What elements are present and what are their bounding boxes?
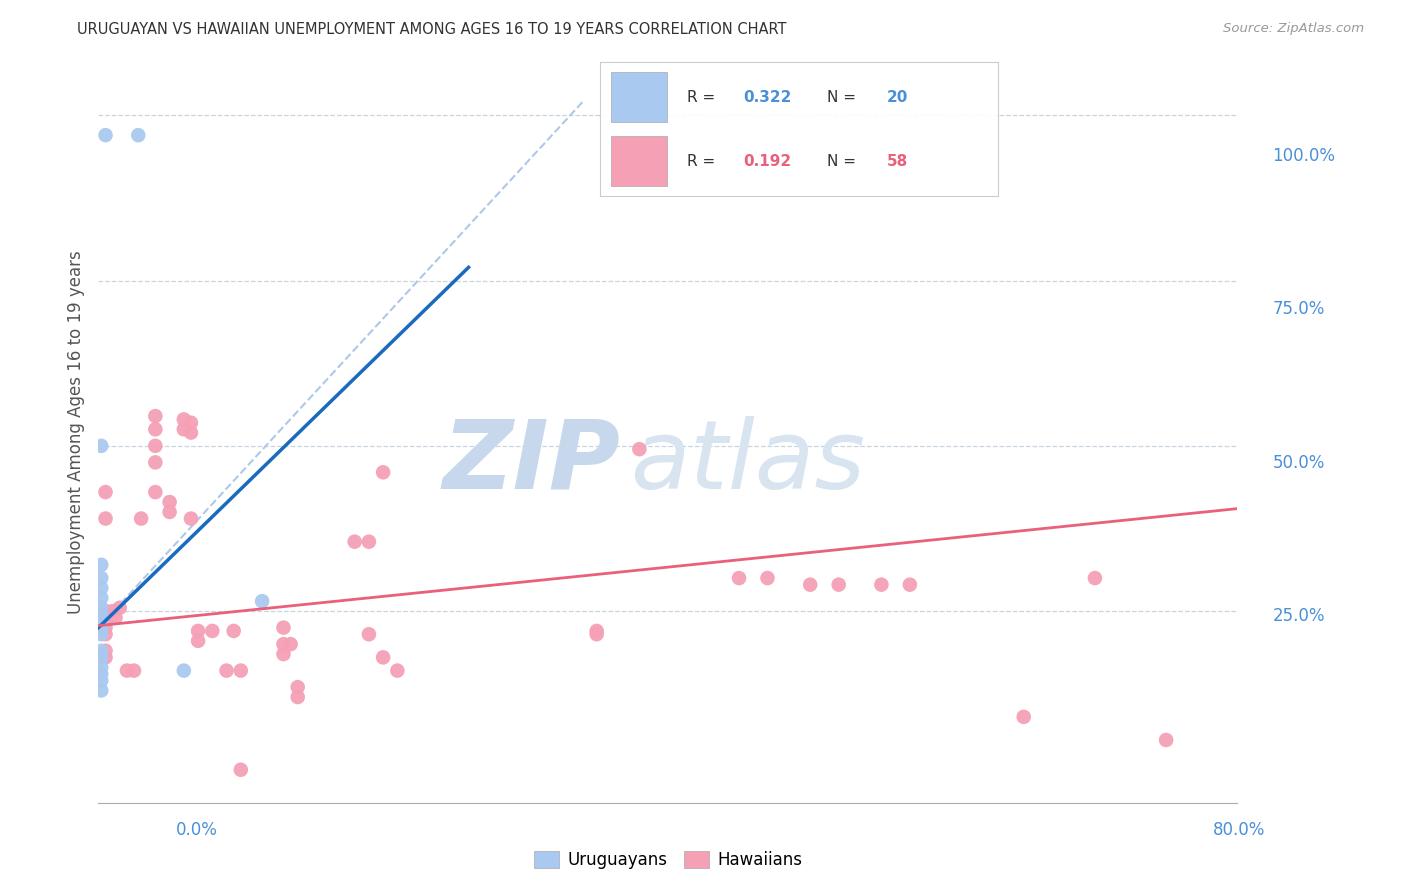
Point	[357, 534, 380, 549]
Text: URUGUAYAN VS HAWAIIAN UNEMPLOYMENT AMONG AGES 16 TO 19 YEARS CORRELATION CHART: URUGUAYAN VS HAWAIIAN UNEMPLOYMENT AMONG…	[77, 22, 787, 37]
Point	[94, 650, 117, 665]
Point	[90, 650, 112, 665]
Y-axis label: Unemployment Among Ages 16 to 19 years: Unemployment Among Ages 16 to 19 years	[66, 251, 84, 615]
Point	[201, 624, 224, 638]
Point	[90, 600, 112, 615]
Point	[94, 621, 117, 635]
Point	[90, 558, 112, 572]
Point	[273, 647, 295, 661]
Point	[90, 666, 112, 681]
Point	[173, 664, 195, 678]
Point	[828, 577, 851, 591]
Point	[94, 128, 117, 143]
Point	[90, 683, 112, 698]
Point	[756, 571, 779, 585]
Point	[90, 607, 112, 622]
Point	[799, 577, 821, 591]
Point	[90, 621, 112, 635]
Point	[222, 624, 245, 638]
Point	[127, 128, 149, 143]
Point	[373, 465, 395, 479]
Text: 50.0%: 50.0%	[1272, 454, 1324, 472]
Point	[273, 621, 295, 635]
Point	[287, 680, 309, 694]
Point	[173, 422, 195, 436]
Point	[628, 442, 651, 457]
Point	[94, 614, 117, 628]
Point	[343, 534, 366, 549]
Text: Source: ZipAtlas.com: Source: ZipAtlas.com	[1223, 22, 1364, 36]
Text: ZIP: ZIP	[443, 416, 620, 508]
Point	[373, 650, 395, 665]
Point	[159, 495, 181, 509]
Point	[187, 633, 209, 648]
Point	[108, 600, 131, 615]
Point	[180, 416, 202, 430]
Legend: Uruguayans, Hawaiians: Uruguayans, Hawaiians	[527, 845, 808, 876]
Point	[585, 624, 607, 638]
Point	[122, 664, 145, 678]
Point	[180, 511, 202, 525]
Point	[250, 594, 273, 608]
Point	[145, 422, 167, 436]
Point	[94, 611, 117, 625]
Point	[94, 644, 117, 658]
Point	[90, 581, 112, 595]
Text: 100.0%: 100.0%	[1272, 147, 1336, 165]
Point	[101, 604, 124, 618]
Point	[90, 571, 112, 585]
Point	[357, 627, 380, 641]
Point	[90, 627, 112, 641]
Point	[145, 439, 167, 453]
Point	[159, 505, 181, 519]
Point	[94, 485, 117, 500]
Point	[90, 614, 112, 628]
Point	[215, 664, 238, 678]
Point	[229, 763, 252, 777]
Point	[90, 673, 112, 688]
Point	[173, 412, 195, 426]
Point	[1154, 733, 1177, 747]
Point	[104, 611, 127, 625]
Point	[229, 664, 252, 678]
Point	[387, 664, 409, 678]
Point	[1012, 710, 1035, 724]
Point	[280, 637, 302, 651]
Text: 25.0%: 25.0%	[1272, 607, 1324, 625]
Text: 0.0%: 0.0%	[176, 821, 218, 838]
Point	[145, 485, 167, 500]
Point	[145, 409, 167, 423]
Point	[187, 624, 209, 638]
Point	[90, 591, 112, 605]
Point	[145, 455, 167, 469]
Point	[90, 644, 112, 658]
Point	[898, 577, 921, 591]
Point	[870, 577, 893, 591]
Point	[287, 690, 309, 704]
Point	[273, 637, 295, 651]
Point	[115, 664, 138, 678]
Text: 75.0%: 75.0%	[1272, 301, 1324, 318]
Point	[94, 604, 117, 618]
Point	[90, 660, 112, 674]
Point	[94, 627, 117, 641]
Point	[585, 627, 607, 641]
Point	[94, 511, 117, 525]
Text: 80.0%: 80.0%	[1213, 821, 1265, 838]
Point	[180, 425, 202, 440]
Point	[728, 571, 751, 585]
Point	[1084, 571, 1107, 585]
Point	[129, 511, 152, 525]
Point	[90, 439, 112, 453]
Text: atlas: atlas	[630, 416, 865, 508]
